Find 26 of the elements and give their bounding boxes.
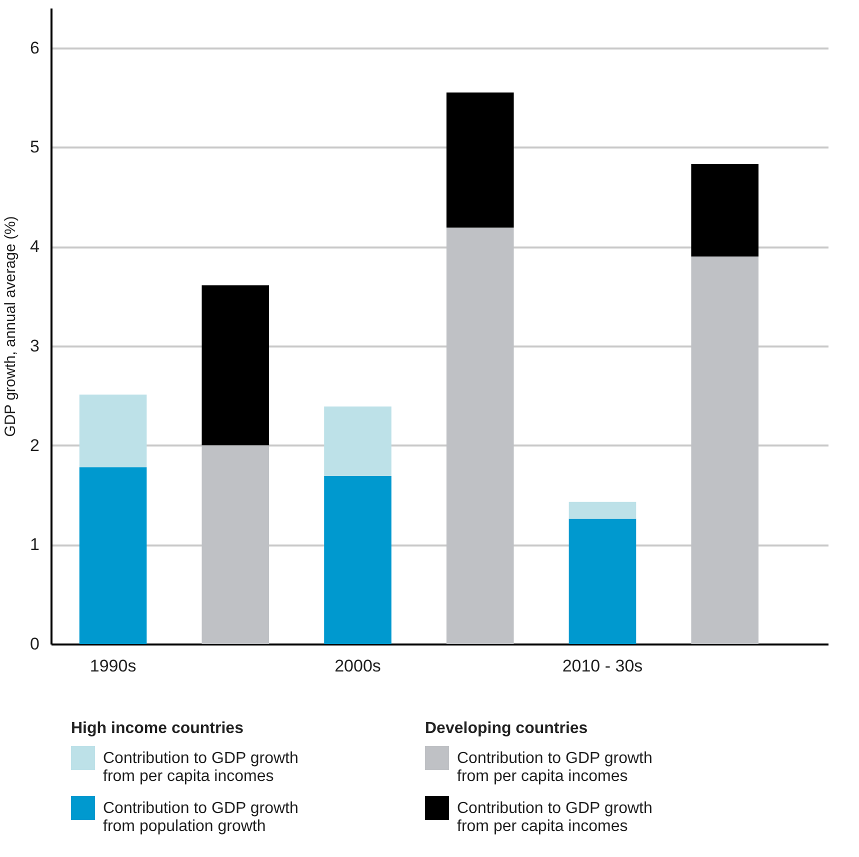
y-tick-label: 1 [30, 535, 40, 554]
bar [691, 164, 758, 256]
x-tick-label: 2010 - 30s [562, 656, 643, 676]
bar [79, 394, 147, 468]
y-tick-label: 6 [30, 38, 40, 58]
y-axis-title: GDP growth, annual average (%) [2, 216, 20, 437]
text: Developing countries [425, 720, 588, 737]
text: High income countries [71, 720, 244, 737]
bar [202, 285, 270, 446]
y-tick-label: 3 [30, 336, 40, 356]
bar [568, 502, 636, 519]
bar [446, 92, 514, 228]
legend-label: Contribution to GDP growth from per capita incomes [457, 750, 652, 785]
legend-label: Contribution to GDP growth from per capita incomes [103, 750, 298, 785]
legend-label: Contribution to GDP growth from per capita incomes [457, 800, 652, 835]
x-tick-label: 1990s [90, 656, 136, 676]
bar [568, 518, 636, 644]
bar [324, 476, 392, 644]
y-tick-label: 4 [30, 237, 40, 256]
bar [79, 467, 147, 644]
x-tick-label: 2000s [334, 656, 381, 676]
y-tick-label: 2 [30, 436, 40, 455]
bar [324, 406, 392, 476]
y-tick-label: 0 [30, 634, 40, 654]
legend-label: Contribution to GDP growth from population growth [103, 800, 298, 835]
y-tick-label: 5 [30, 138, 40, 157]
